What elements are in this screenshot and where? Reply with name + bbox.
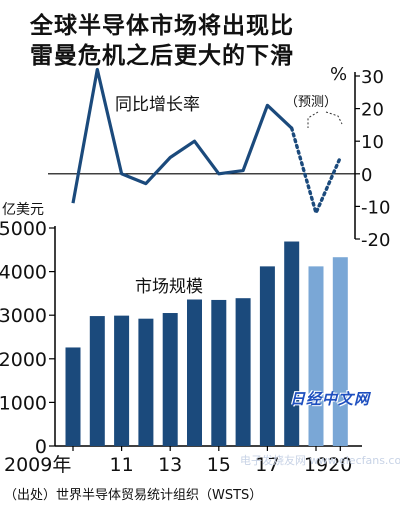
bar-x-tick-label-6: 20	[328, 454, 352, 476]
bar-x-tick-label-0: 2009年	[4, 454, 71, 476]
bar-x-tick-label-2: 13	[158, 454, 182, 476]
growth-line-actual	[71, 67, 293, 204]
bar-series-label: 市场规模	[135, 277, 203, 297]
watermark-logo: 日经中文网	[290, 390, 371, 408]
line-y-tick-label-1: 20	[361, 100, 384, 121]
bar-2014	[187, 299, 202, 446]
bar-y-tick-label-3: 3000	[0, 305, 47, 327]
bar-y-tick-label-0: 0	[35, 436, 47, 458]
bar-y-tick-label-5: 5000	[0, 218, 47, 240]
bar-x-tick-label-5: 19	[304, 454, 328, 476]
line-y-tick-label-5: -20	[361, 230, 390, 251]
watermark-site: 电子发烧友网 www.elecfans.com	[240, 454, 400, 467]
bar-x-tick-label-3: 15	[207, 454, 231, 476]
bar-2016	[235, 298, 251, 446]
bar-y-tick-label-4: 4000	[0, 262, 47, 284]
bar-2019	[308, 266, 324, 446]
source-note: （出处）世界半导体贸易统计组织（WSTS）	[4, 488, 263, 503]
bar-y-tick-label-1: 1000	[0, 392, 47, 414]
bar-2013	[162, 313, 178, 446]
chart-title-line-2: 雷曼危机之后更大的下滑	[30, 43, 294, 69]
line-unit-label: %	[330, 64, 347, 85]
bar-2010	[89, 316, 105, 446]
bar-2009	[65, 347, 81, 446]
bar-2018	[284, 241, 300, 446]
forecast-bracket-right	[325, 111, 343, 125]
forecast-bracket-left	[307, 111, 319, 128]
bar-2020	[332, 257, 348, 446]
bar-y-tick-label-2: 2000	[0, 349, 47, 371]
bar-2015	[211, 299, 227, 446]
growth-line-forecast	[290, 126, 342, 218]
bar-2017	[259, 266, 275, 446]
line-y-tick-label-3: 0	[361, 165, 372, 186]
line-series-label: 同比增长率	[115, 95, 200, 115]
bar-2011	[114, 315, 130, 446]
line-y-tick-label-0: 30	[361, 67, 384, 88]
forecast-label: （预测）	[285, 95, 337, 110]
bar-x-tick-label-4: 17	[255, 454, 279, 476]
bar-2012	[138, 318, 154, 446]
chart-title-line-1: 全球半导体市场将出现比	[30, 13, 294, 39]
bar-unit-label: 亿美元	[2, 202, 44, 218]
line-y-tick-label-2: 10	[361, 132, 384, 153]
bar-x-tick-label-1: 11	[110, 454, 134, 476]
line-y-tick-label-4: -10	[361, 197, 390, 218]
